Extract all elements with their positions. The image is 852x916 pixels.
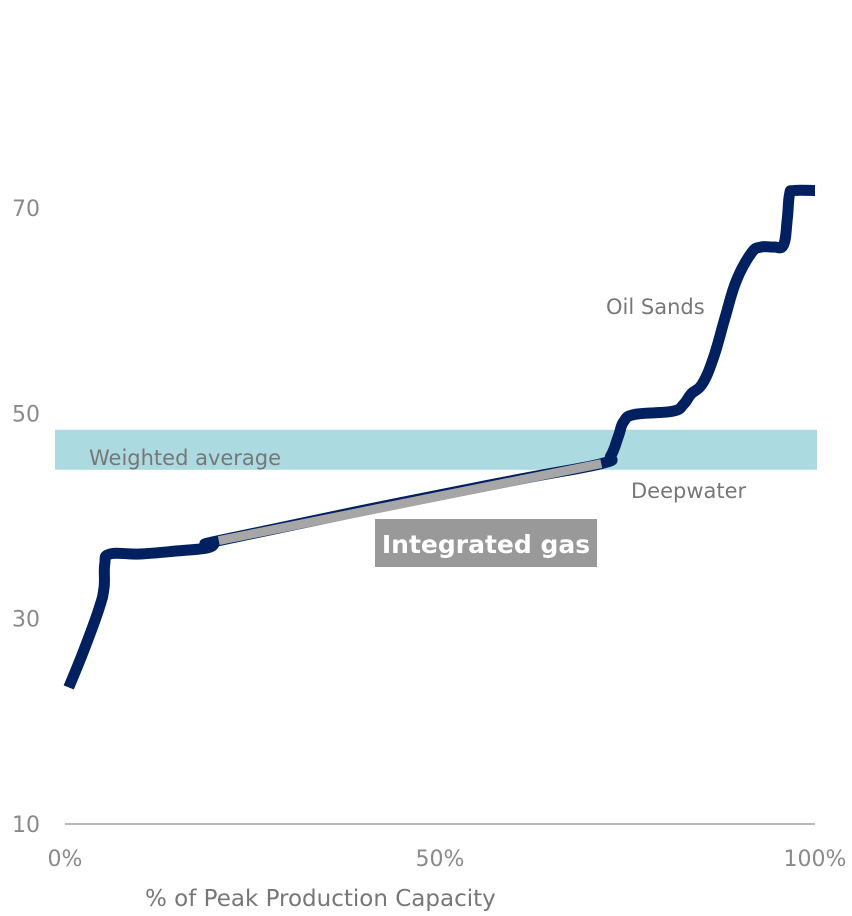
cost-curve-line bbox=[63, 184, 816, 690]
integrated-gas-label-bg bbox=[375, 519, 597, 567]
weighted-average-label: Weighted average bbox=[89, 446, 281, 470]
weighted-average-band bbox=[55, 429, 817, 470]
oil-sands-label: Oil Sands bbox=[606, 295, 705, 319]
y-tick-label: 70 bbox=[12, 197, 40, 222]
integrated-gas-label: Integrated gas bbox=[382, 530, 590, 559]
y-tick-label: 30 bbox=[12, 608, 40, 633]
y-tick-label: 50 bbox=[12, 402, 40, 427]
series-layer bbox=[63, 184, 816, 690]
deepwater-label: Deepwater bbox=[631, 479, 747, 503]
x-tick-label: 0% bbox=[48, 847, 83, 872]
x-axis-title: % of Peak Production Capacity bbox=[145, 886, 496, 912]
x-axis-ticks: 0% 50% 100% bbox=[48, 847, 847, 872]
x-tick-label: 100% bbox=[784, 847, 847, 872]
y-axis-ticks: 10 30 50 70 bbox=[12, 197, 40, 838]
integrated-gas-segment bbox=[217, 459, 603, 546]
y-tick-label: 10 bbox=[12, 813, 40, 838]
x-tick-label: 50% bbox=[416, 847, 465, 872]
